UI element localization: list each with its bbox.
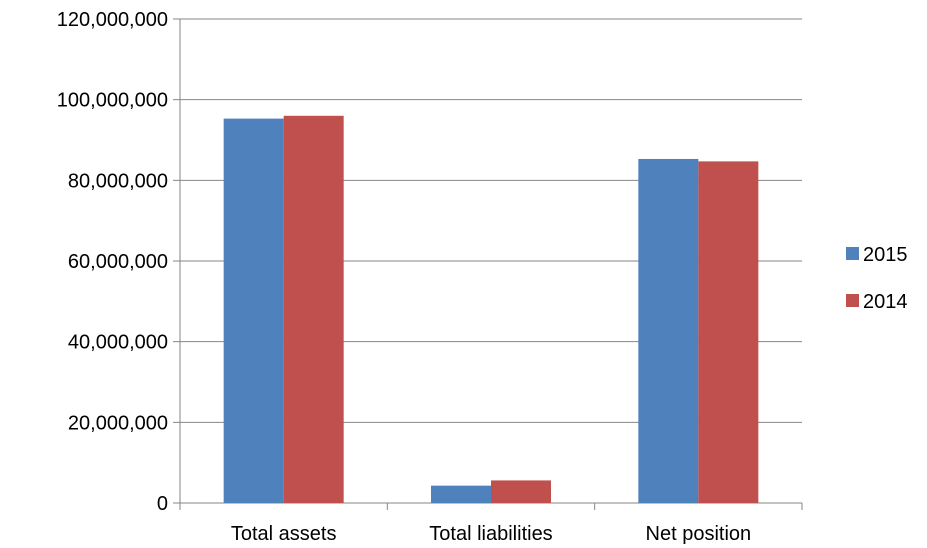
y-tick-label: 40,000,000 (68, 332, 168, 354)
legend-label: 2014 (863, 291, 908, 313)
bar-2014-net-position (698, 161, 759, 504)
legend: 2015 2014 (846, 244, 908, 313)
legend-swatch (846, 294, 859, 307)
x-tick-label: Total liabilities (429, 523, 552, 545)
legend-swatch (846, 247, 859, 260)
x-tick-label: Total assets (231, 523, 337, 545)
x-axis: Total assets Total liabilities Net positio… (179, 502, 803, 545)
y-tick-label: 80,000,000 (68, 170, 168, 192)
y-tick-label: 20,000,000 (68, 412, 168, 434)
bars (223, 115, 759, 504)
bar-2015-total-assets (223, 118, 284, 503)
legend-label: 2015 (863, 244, 908, 266)
y-tick-label: 100,000,000 (57, 90, 168, 112)
bar-2014-total-assets (283, 115, 344, 504)
x-tick-label: Net position (646, 523, 752, 545)
y-tick-label: 120,000,000 (57, 9, 168, 31)
bar-2015-total-liabilities (431, 485, 491, 503)
y-tick-label: 60,000,000 (68, 251, 168, 273)
y-axis: 0 20,000,000 40,000,000 60,000,000 80,000,00… (57, 9, 181, 515)
bar-2015-net-position (638, 158, 699, 503)
y-tick-label: 0 (157, 493, 168, 515)
bar-2014-total-liabilities (491, 480, 551, 503)
